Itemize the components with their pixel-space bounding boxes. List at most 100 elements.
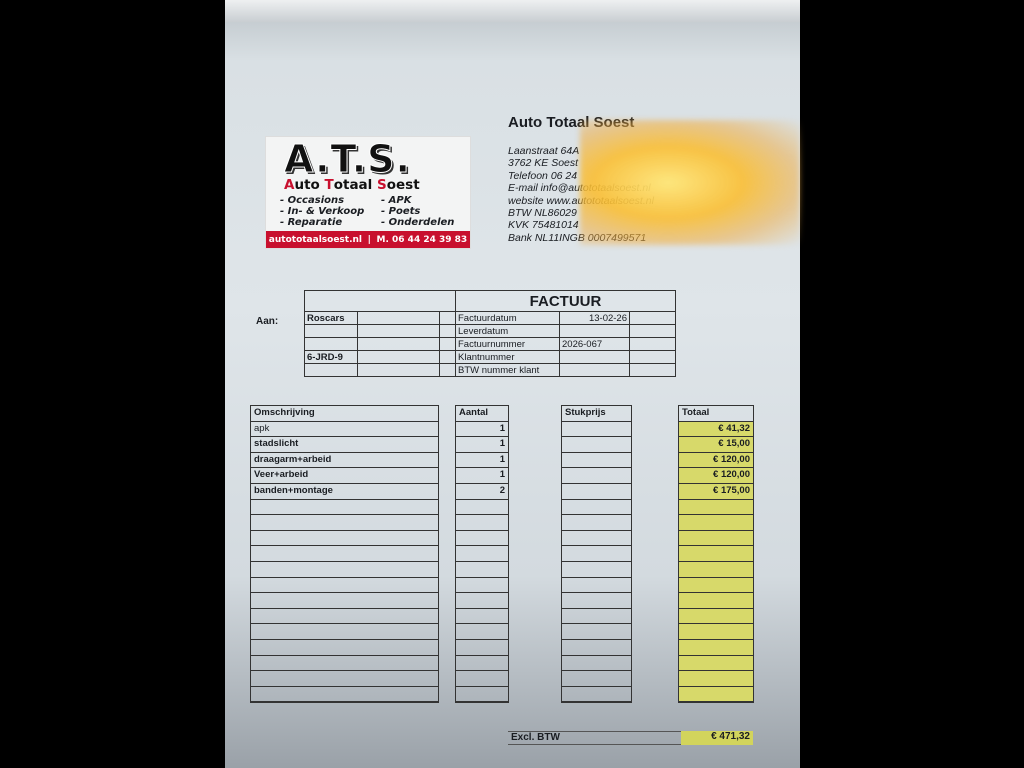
table-cell: 1 [456,422,508,438]
table-cell: draagarm+arbeid [251,453,438,469]
table-cell [562,453,631,469]
column-omschrijving: Omschrijving apk stadslicht draagarm+arbeid… [250,405,439,703]
services-left: - Occasions - In- & Verkoop - Reparatie [280,195,365,228]
table-cell [456,515,508,531]
address-line: 3762 KE Soest [508,157,579,170]
table-cell: 1 [456,437,508,453]
column-aantal: Aantal 1 1 1 1 2 [455,405,509,703]
table-cell [562,484,631,500]
table-cell [251,578,438,594]
field-value [559,324,630,338]
table-cell [562,593,631,609]
table-cell [679,561,753,578]
field-label: Leverdatum [455,324,560,338]
table-cell [456,624,508,640]
table-cell [456,578,508,594]
invoice-header-table: FACTUUR Roscars Factuurdatum 13-02-26 Leve… [304,290,676,377]
table-cell [679,655,753,672]
table-cell [456,640,508,656]
table-cell [251,609,438,625]
table-cell [562,546,631,562]
column-stukprijs: Stukprijs [561,405,632,703]
table-cell: € 41,32 [679,421,753,438]
table-cell: € 175,00 [679,483,753,500]
invoice-title: FACTUUR [455,290,676,312]
table-cell [562,609,631,625]
table-cell [562,531,631,547]
table-cell [251,687,438,703]
column-totaal: Totaal € 41,32 € 15,00 € 120,00 € 120,00 € 17… [678,405,754,703]
table-cell [456,687,508,703]
field-label: BTW nummer klant [455,363,560,377]
table-cell [251,546,438,562]
table-cell [456,500,508,516]
address-line: BTW NL86029 [508,207,577,220]
table-cell [251,624,438,640]
table-cell: 1 [456,468,508,484]
field-value [559,350,630,364]
column-header: Totaal [679,406,753,422]
table-cell [679,546,753,562]
table-cell [251,656,438,672]
license-plate: 6-JRD-9 [304,350,358,364]
table-cell [679,577,753,594]
table-cell [456,562,508,578]
column-header: Aantal [456,406,508,422]
address-line: Laanstraat 64A [508,145,580,157]
table-cell [679,530,753,547]
table-cell: banden+montage [251,484,438,500]
table-cell [562,687,631,703]
table-cell [679,499,753,516]
table-cell [456,656,508,672]
table-cell [251,671,438,687]
table-cell: 1 [456,453,508,469]
table-cell [679,671,753,687]
table-cell [562,468,631,484]
table-cell [456,593,508,609]
logo-name: Auto Totaal Soest [284,177,420,193]
customer-name: Roscars [304,311,358,325]
field-value: 13-02-26 [559,311,630,325]
field-value: 2026-067 [559,337,630,351]
table-cell [251,500,438,516]
table-cell [562,671,631,687]
company-logo: A.T.S. Auto Totaal Soest - Occasions - In… [265,136,471,249]
address-line: Telefoon 06 24 [508,169,578,182]
table-cell: Veer+arbeid [251,468,438,484]
table-cell [251,562,438,578]
excl-btw-value: € 471,32 [681,731,753,745]
table-cell [562,656,631,672]
table-cell [456,609,508,625]
table-cell [562,578,631,594]
field-label: Factuurnummer [455,337,560,351]
light-glare [580,120,800,245]
table-cell: € 15,00 [679,437,753,453]
table-cell [562,562,631,578]
table-cell [679,639,753,656]
field-label: Klantnummer [455,350,560,364]
table-cell [456,671,508,687]
table-cell [679,686,753,703]
table-cell: € 120,00 [679,468,753,484]
table-cell [562,640,631,656]
column-header: Stukprijs [562,406,631,422]
table-cell [562,422,631,438]
excl-btw-row: Excl. BTW € 471,32 [508,731,753,745]
table-cell [251,640,438,656]
table-cell [251,531,438,547]
table-cell: 2 [456,484,508,500]
logo-mark: A.T.S. [284,137,411,182]
table-cell: stadslicht [251,437,438,453]
table-cell: apk [251,422,438,438]
logo-contact-bar: autototaalsoest.nl | M. 06 44 24 39 83 [266,231,470,248]
table-cell [456,546,508,562]
address-line: KVK 75481014 [508,219,579,232]
field-label: Factuurdatum [455,311,560,325]
table-cell [562,437,631,453]
table-cell [679,624,753,640]
table-cell [562,624,631,640]
table-cell: € 120,00 [679,452,753,469]
table-cell [562,500,631,516]
aan-label: Aan: [256,316,279,327]
table-cell [679,515,753,531]
